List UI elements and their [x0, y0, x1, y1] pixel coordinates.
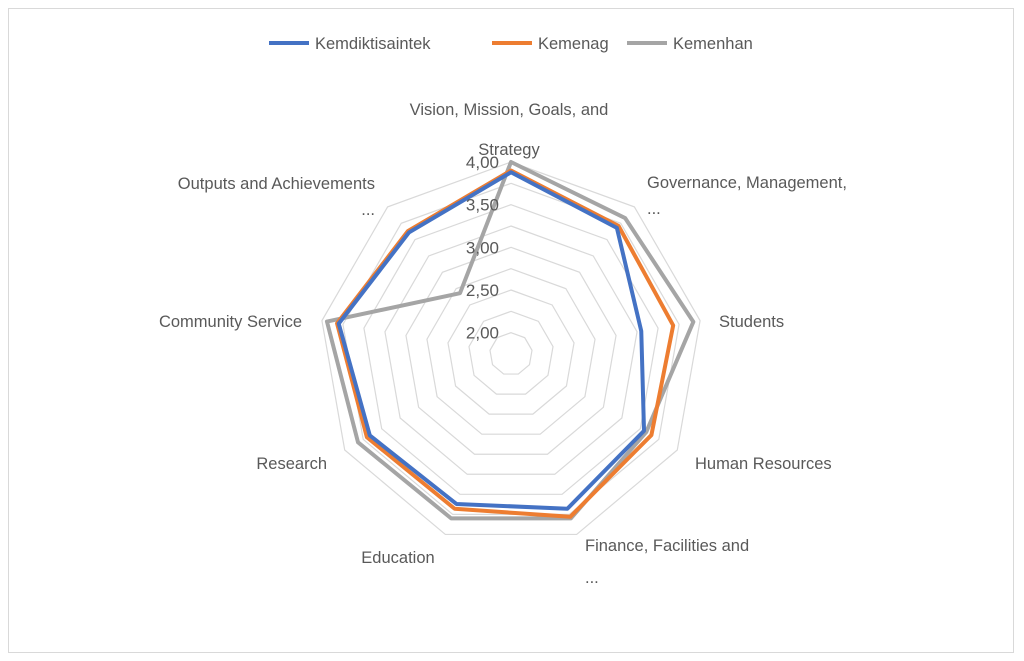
r-tick-label-4: 4,00 — [466, 153, 499, 172]
category-label-0: Vision, Mission, Goals, and — [410, 101, 609, 119]
gridline-7 — [363, 204, 659, 495]
category-label-4-line-1: ... — [585, 569, 599, 587]
legend-label-kemenag: Kemenag — [538, 35, 609, 53]
gridline-3 — [447, 289, 575, 415]
r-tick-label-3: 3,50 — [466, 196, 499, 215]
legend-label-kemenhan: Kemenhan — [673, 35, 753, 53]
r-tick-label-0: 2,00 — [466, 324, 499, 343]
category-label-4: Finance, Facilities and — [585, 537, 749, 555]
legend-label-kemdiktisaintek: Kemdiktisaintek — [315, 35, 431, 53]
gridline-9 — [321, 161, 701, 536]
r-tick-label-2: 3,00 — [466, 238, 499, 257]
category-label-2: Students — [719, 313, 784, 331]
gridline-2 — [468, 310, 554, 395]
gridlines — [321, 161, 701, 536]
r-tick-label-1: 2,50 — [466, 281, 499, 300]
gridline-5 — [405, 246, 617, 455]
category-label-7: Community Service — [159, 313, 302, 331]
series-line-kemenhan — [324, 160, 696, 521]
gridline-4 — [426, 268, 596, 435]
category-label-1-line-1: ... — [647, 200, 661, 218]
category-label-3: Human Resources — [695, 455, 832, 473]
category-label-8: Outputs and Achievements — [178, 175, 375, 193]
category-label-0-line-1: Strategy — [478, 141, 540, 159]
category-label-1: Governance, Management, — [647, 174, 847, 192]
legend: Kemdiktisaintek Kemenag Kemenhan — [269, 35, 753, 53]
series-line-kemdiktisaintek — [336, 170, 647, 511]
gridline-8 — [342, 182, 680, 515]
gridline-6 — [384, 225, 638, 475]
chart-area — [8, 8, 1014, 653]
category-label-5: Education — [361, 549, 434, 567]
category-label-6: Research — [256, 455, 327, 473]
gridline-1 — [489, 332, 533, 375]
category-label-8-line-1: ... — [361, 201, 375, 219]
